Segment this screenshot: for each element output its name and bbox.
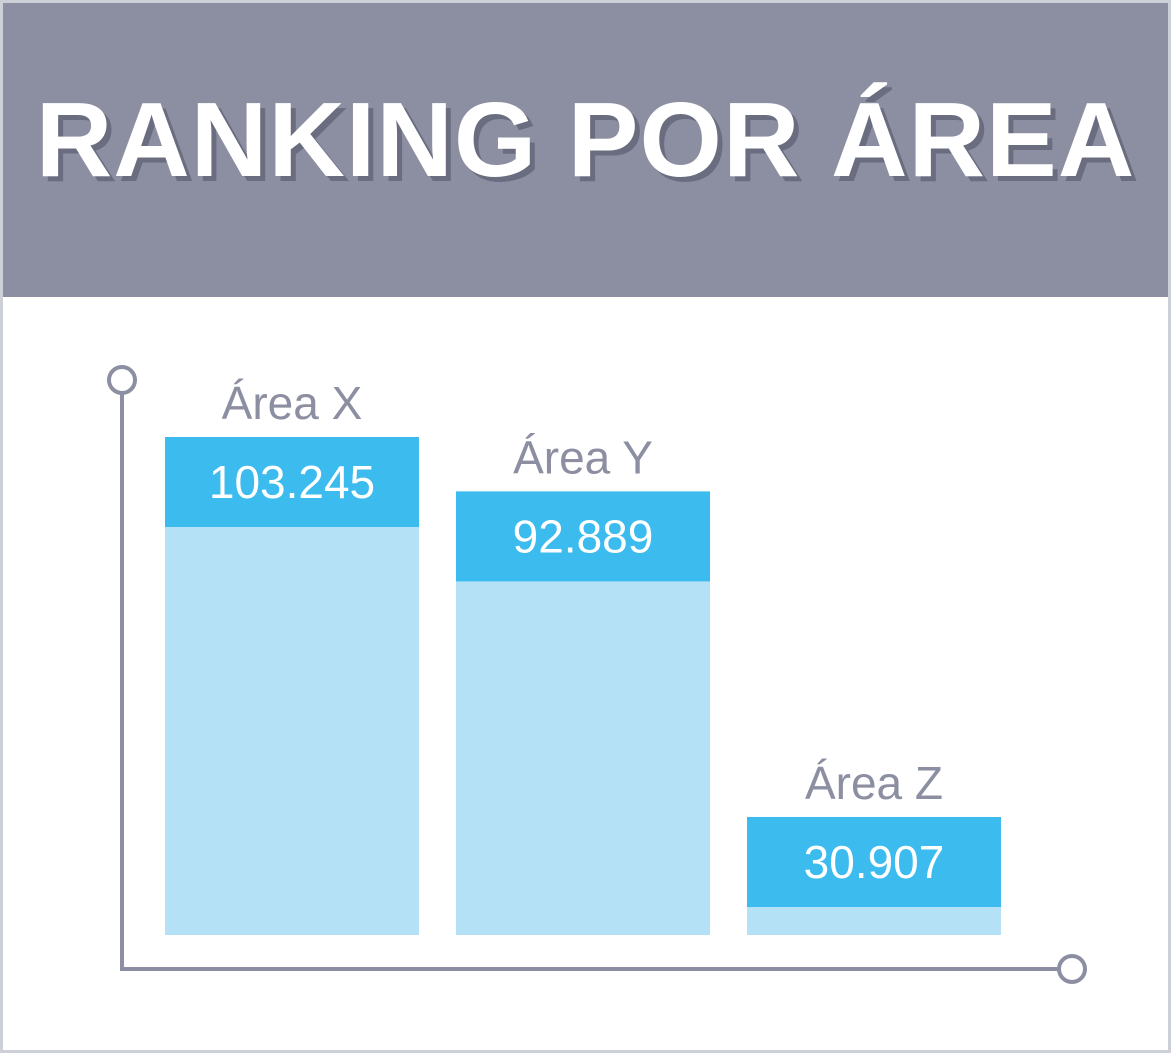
bar-chart: 103.245 Área X 92.889 Área Y 30.907 Área Z [107, 365, 1087, 984]
bar-value-cap [747, 817, 1001, 907]
x-axis-end-circle [1057, 954, 1087, 984]
bar-category-label: Área X [222, 377, 363, 429]
title-banner: RANKING POR ÁREA [3, 3, 1168, 297]
bars-group: 103.245 Área X 92.889 Área Y 30.907 Área Z [165, 377, 1001, 935]
bar-value-cap [165, 437, 419, 527]
bar-2: 92.889 Área Y [456, 431, 710, 935]
axes [107, 365, 1087, 984]
bar-value-label: 30.907 [804, 836, 945, 888]
bar-3: 30.907 Área Z [747, 757, 1001, 935]
bar-category-label: Área Z [805, 757, 943, 809]
y-axis-end-circle [107, 365, 137, 395]
bar-1: 103.245 Área X [165, 377, 419, 935]
bar-value-label: 92.889 [513, 510, 654, 562]
bar-category-label: Área Y [513, 431, 653, 483]
bar-value-cap [456, 491, 710, 582]
bar-value-label: 103.245 [209, 456, 375, 508]
chart-title: RANKING POR ÁREA [35, 80, 1136, 199]
